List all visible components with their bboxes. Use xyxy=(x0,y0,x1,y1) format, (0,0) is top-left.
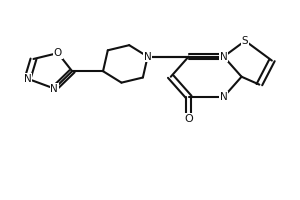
Text: O: O xyxy=(184,114,193,124)
Text: N: N xyxy=(144,52,152,62)
Text: O: O xyxy=(54,48,62,58)
Text: N: N xyxy=(24,74,32,84)
Text: N: N xyxy=(220,92,228,102)
Text: N: N xyxy=(50,84,58,94)
Text: N: N xyxy=(220,52,228,62)
Text: S: S xyxy=(242,36,248,46)
